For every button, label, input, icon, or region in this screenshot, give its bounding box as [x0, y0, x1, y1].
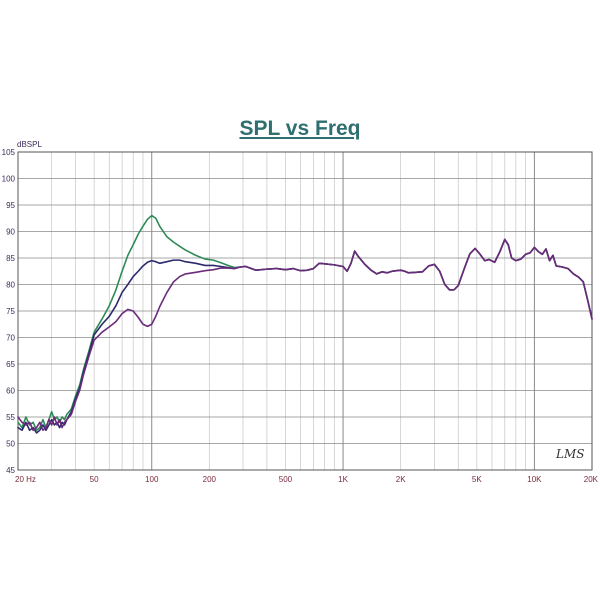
y-axis-label: dBSPL: [17, 140, 42, 149]
y-tick-label: 95: [6, 201, 15, 210]
x-tick-label: 2K: [396, 475, 406, 484]
y-tick-label: 100: [2, 175, 16, 184]
chart-title: SPL vs Freq: [239, 117, 361, 140]
y-tick-label: 85: [6, 254, 15, 263]
y-tick-label: 60: [6, 387, 15, 396]
plot-frame: [17, 151, 593, 471]
x-tick-label: 200: [203, 475, 217, 484]
y-tick-label: 90: [6, 228, 15, 237]
y-tick-label: 55: [6, 413, 15, 422]
x-tick-label: 20 Hz: [15, 475, 36, 484]
lms-signature: LMS: [556, 447, 585, 461]
x-tick-label: 1K: [338, 475, 348, 484]
x-tick-label: 100: [145, 475, 159, 484]
series-line-3: [17, 238, 593, 432]
series-line-2: [17, 238, 593, 434]
x-tick-label: 500: [279, 475, 293, 484]
x-tick-label: 20K: [584, 475, 599, 484]
y-tick-label: 80: [6, 281, 15, 290]
x-tick-label: 10K: [527, 475, 542, 484]
x-tick-label: 50: [90, 475, 99, 484]
y-tick-label: 70: [6, 334, 15, 343]
y-tick-label: 105: [2, 148, 16, 157]
y-tick-label: 45: [6, 466, 15, 475]
x-tick-label: 5K: [472, 475, 482, 484]
y-tick-label: 50: [6, 440, 15, 449]
y-tick-label: 75: [6, 307, 15, 316]
y-tick-label: 65: [6, 360, 15, 369]
